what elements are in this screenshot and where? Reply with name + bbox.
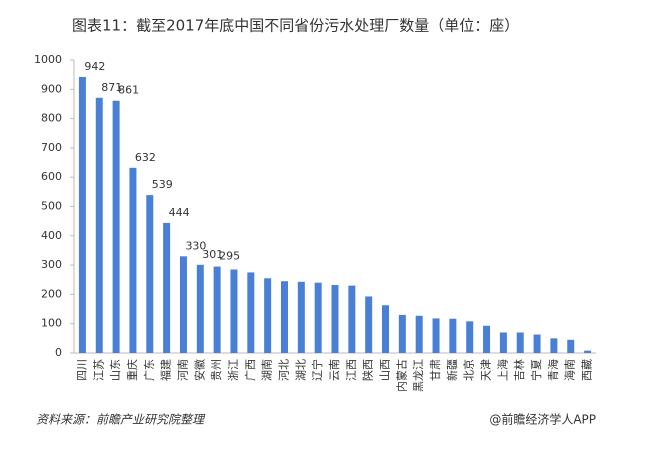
bar <box>314 282 322 353</box>
bar <box>196 264 204 353</box>
bar <box>466 321 474 353</box>
x-tick-label: 北京 <box>462 359 476 381</box>
chart-title: 图表11：截至2017年底中国不同省份污水处理厂数量（单位：座） <box>72 17 519 35</box>
bar <box>365 296 373 353</box>
x-tick-label: 宁夏 <box>529 359 543 381</box>
bar <box>146 195 154 353</box>
data-label: 871 <box>101 81 122 94</box>
x-tick-label: 黑龙江 <box>412 359 425 392</box>
bar <box>112 100 120 354</box>
x-tick-label: 云南 <box>328 359 341 381</box>
bar <box>179 256 187 353</box>
bar <box>280 281 288 353</box>
bar <box>550 338 558 353</box>
x-tick-label: 青海 <box>546 359 560 381</box>
x-tick-label: 山东 <box>109 359 122 381</box>
bar <box>483 325 491 353</box>
bar <box>348 285 356 353</box>
data-label: 301 <box>202 248 223 261</box>
data-label: 295 <box>219 250 240 263</box>
y-tick-label: 500 <box>41 200 62 213</box>
bar <box>297 281 305 353</box>
x-tick-label: 安徽 <box>192 359 206 381</box>
data-label: 632 <box>135 151 156 164</box>
bar <box>163 222 171 353</box>
x-tick-label: 吉林 <box>512 359 526 381</box>
bar <box>398 314 406 353</box>
bar <box>415 315 423 353</box>
x-tick-label: 重庆 <box>125 359 139 381</box>
x-tick-label: 天津 <box>480 359 493 381</box>
bar <box>247 272 255 353</box>
x-tick-label: 新疆 <box>445 359 459 381</box>
x-tick-label: 浙江 <box>227 359 240 381</box>
x-tick-label: 西藏 <box>581 359 594 381</box>
x-tick-label: 湖南 <box>261 359 274 381</box>
bar <box>533 334 541 353</box>
x-tick-label: 山西 <box>379 359 392 381</box>
x-tick-label: 海南 <box>563 359 577 381</box>
y-tick-label: 0 <box>55 346 62 359</box>
bar <box>78 76 86 353</box>
y-tick-label: 600 <box>41 170 62 183</box>
x-tick-label: 河南 <box>176 359 189 381</box>
x-tick-label: 陕西 <box>361 359 375 381</box>
bar <box>382 305 390 353</box>
x-tick-label: 内蒙古 <box>394 359 408 392</box>
y-tick-label: 400 <box>41 229 62 242</box>
x-tick-label: 甘肃 <box>429 359 442 381</box>
x-tick-label: 广西 <box>244 359 257 381</box>
y-tick-label: 900 <box>41 82 62 95</box>
x-tick-label: 河北 <box>277 359 290 381</box>
bar <box>264 278 272 353</box>
y-tick-label: 200 <box>41 287 62 300</box>
bar <box>499 332 507 353</box>
x-tick-label: 辽宁 <box>310 359 324 381</box>
data-label: 330 <box>185 239 206 252</box>
bar <box>567 339 575 353</box>
x-tick-label: 湖北 <box>294 359 307 381</box>
x-tick-label: 福建 <box>159 359 173 381</box>
y-tick-label: 800 <box>41 112 62 125</box>
bar <box>432 318 440 353</box>
bar <box>95 97 103 353</box>
bar <box>516 332 524 353</box>
data-label: 444 <box>169 206 190 219</box>
y-tick-label: 300 <box>41 258 62 271</box>
x-tick-label: 四川 <box>75 359 88 381</box>
x-tick-label: 广东 <box>143 359 156 381</box>
bar <box>331 285 339 353</box>
y-tick-label: 700 <box>41 141 62 154</box>
bar <box>584 350 592 353</box>
data-label: 942 <box>84 60 105 73</box>
x-tick-label: 江苏 <box>92 359 105 381</box>
bar <box>129 167 137 353</box>
y-tick-label: 1000 <box>34 53 62 66</box>
data-label: 539 <box>152 178 173 191</box>
source: 资料来源：前瞻产业研究院整理 <box>36 413 206 427</box>
bar <box>230 269 238 353</box>
x-tick-label: 江西 <box>345 359 358 381</box>
x-tick-label: 上海 <box>495 359 509 381</box>
y-tick-label: 100 <box>41 317 62 330</box>
bar <box>449 318 457 353</box>
bar <box>213 266 221 353</box>
footer: @前瞻经济学人APP <box>489 412 596 427</box>
x-tick-label: 贵州 <box>210 359 223 381</box>
data-label: 861 <box>118 84 139 97</box>
